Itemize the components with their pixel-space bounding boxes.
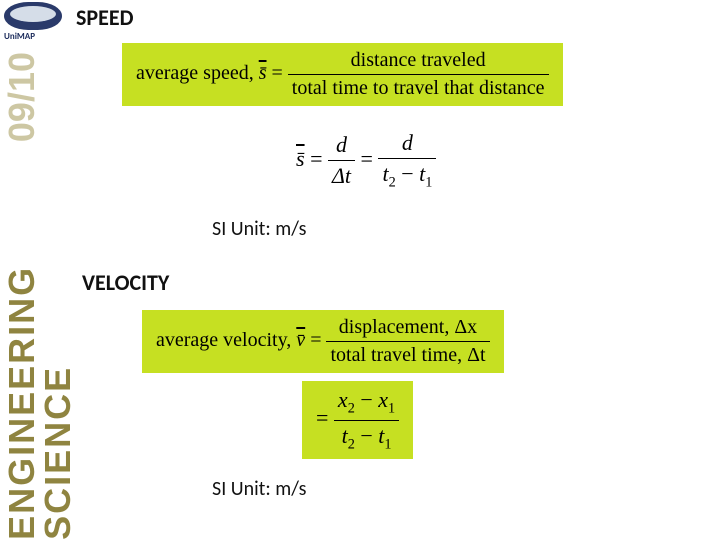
s-bar-symbol: s̄ [259,62,267,84]
denominator: total travel time, Δt [326,342,489,367]
sub2b: 2 [348,436,355,452]
speed-si-unit: SI Unit: m/s [212,217,720,241]
equals: = [305,329,326,351]
x2: x [338,387,348,412]
logo: UniMAP [4,2,74,42]
avg-velocity-formula: average velocity, v̄ = displacement, Δx … [142,310,504,373]
equals: = [316,405,334,430]
academic-year: 09/10 [4,52,74,142]
s-bar: s̄ [296,146,305,171]
avg-speed-formula: average speed, s̄ = distance traveled to… [122,43,563,106]
sub2: 2 [348,401,355,417]
heading-velocity: VELOCITY [82,269,720,296]
velocity-si-unit: SI Unit: m/s [212,477,720,501]
equals: = [305,146,328,171]
sidebar: 09/10 ENGINEERING SCIENCE [4,52,74,540]
t2-t1: t2 − t1 [378,159,436,191]
speed-short-formula: s̄ = d Δt = d t2 − t1 [282,124,450,197]
frac-d-dt: d Δt [328,132,355,189]
dt-den: Δt [328,161,355,189]
sub1: 1 [425,174,432,190]
v-bar-symbol: v̄ [296,329,305,351]
sub2: 2 [389,174,396,190]
course-title: ENGINEERING SCIENCE [4,142,74,540]
numerator: distance traveled [288,49,549,75]
frac-x2x1-t2t1: x2 − x1 t2 − t1 [334,387,399,453]
t2-t1: t2 − t1 [334,421,399,453]
sub1b: 1 [384,436,391,452]
logo-swoosh-icon [4,2,62,30]
velocity-short-formula: = x2 − x1 t2 − t1 [302,381,413,459]
heading-speed: SPEED [76,4,720,31]
logo-text: UniMAP [4,31,74,42]
d-num2: d [378,130,436,159]
numerator: displacement, Δx [326,316,489,342]
denominator: total time to travel that distance [288,75,549,100]
sub1: 1 [388,401,395,417]
d-num: d [328,132,355,161]
fraction: displacement, Δx total travel time, Δt [326,316,489,367]
fraction: distance traveled total time to travel t… [288,49,549,100]
slide-content: SPEED average speed, s̄ = distance trave… [82,0,720,540]
avg-velocity-label: average velocity, [156,329,296,351]
x2-x1: x2 − x1 [334,387,399,420]
x1: x [378,387,388,412]
equals2: = [355,146,378,171]
frac-d-t2t1: d t2 − t1 [378,130,436,191]
equals: = [267,62,288,84]
avg-speed-label: average speed, [136,62,259,84]
